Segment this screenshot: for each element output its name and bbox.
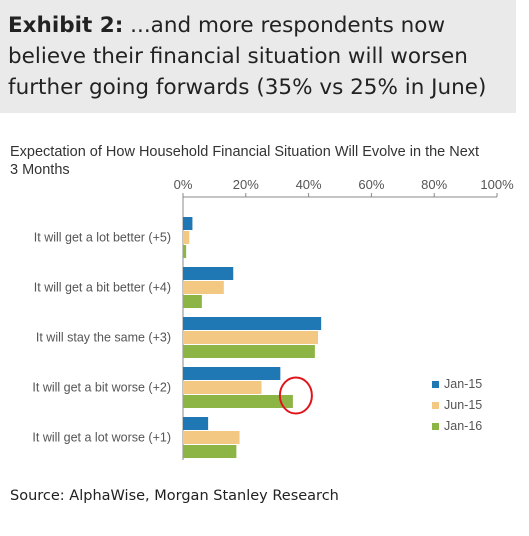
source-note: Source: AlphaWise, Morgan Stanley Resear… xyxy=(10,488,339,504)
bar xyxy=(183,295,202,308)
exhibit-label: Exhibit 2: xyxy=(8,13,124,38)
bar xyxy=(183,345,315,358)
x-tick-label: 0% xyxy=(174,180,193,192)
x-tick-label: 40% xyxy=(296,180,322,192)
x-tick-label: 100% xyxy=(480,180,514,192)
legend-swatch xyxy=(432,402,439,409)
bar xyxy=(183,267,234,280)
legend-swatch xyxy=(432,423,439,430)
category-label: It will get a bit worse (+2) xyxy=(32,381,171,395)
bar xyxy=(183,431,240,444)
bar xyxy=(183,317,322,330)
x-tick-label: 80% xyxy=(421,180,447,192)
x-tick-label: 60% xyxy=(358,180,384,192)
legend-label: Jan-15 xyxy=(444,377,482,391)
category-label: It will get a lot better (+5) xyxy=(34,231,171,245)
bar xyxy=(183,231,190,244)
category-label: It will stay the same (+3) xyxy=(36,331,171,345)
legend-swatch xyxy=(432,381,439,388)
exhibit-header: Exhibit 2: ...and more respondents now b… xyxy=(0,0,516,113)
exhibit-headline-text: ...and more respondents now believe thei… xyxy=(8,13,487,100)
legend-label: Jan-16 xyxy=(444,419,482,433)
chart-title: Expectation of How Household Financial S… xyxy=(10,144,480,178)
exhibit-headline: Exhibit 2: ...and more respondents now b… xyxy=(8,10,508,103)
bar xyxy=(183,331,319,344)
category-label: It will get a lot worse (+1) xyxy=(32,431,171,445)
bar xyxy=(183,381,262,394)
category-label: It will get a bit better (+4) xyxy=(34,281,171,295)
bar xyxy=(183,245,187,258)
bar xyxy=(183,281,224,294)
legend-label: Jun-15 xyxy=(444,398,482,412)
bar xyxy=(183,417,209,430)
bar-chart: 0% 20% 40% 60% 80% 100% It will get a lot bett… xyxy=(32,180,514,460)
bar xyxy=(183,367,281,380)
x-tick-label: 20% xyxy=(233,180,259,192)
bar xyxy=(183,217,193,230)
bar xyxy=(183,445,237,458)
bar xyxy=(183,395,293,408)
highlight-circle xyxy=(278,376,313,415)
